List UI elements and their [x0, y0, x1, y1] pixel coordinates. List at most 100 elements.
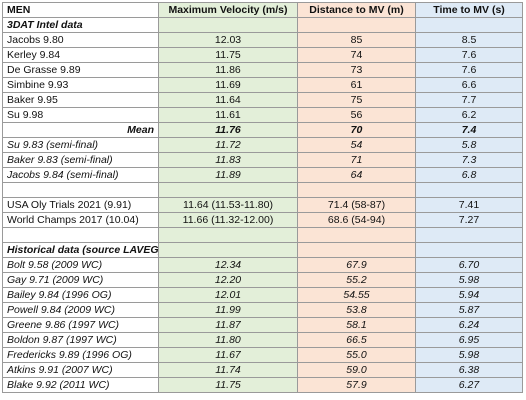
table-row: Su 9.83 (semi-final) 11.72 54 5.8 [2, 137, 523, 153]
empty-cell [158, 17, 298, 33]
empty-cell [415, 17, 523, 33]
table-cell: 12.20 [158, 272, 298, 288]
table-cell: 11.86 [158, 62, 298, 78]
table-cell: 11.67 [158, 347, 298, 363]
table-cell: Mean [2, 122, 159, 138]
table-row: Jacobs 9.84 (semi-final) 11.89 64 6.8 [2, 167, 523, 183]
table-cell: 6.6 [415, 77, 523, 93]
table-cell: 11.72 [158, 137, 298, 153]
table-row: Jacobs 9.80 12.03 85 8.5 [2, 32, 523, 48]
table-cell: 5.87 [415, 302, 523, 318]
table-cell: 68.6 (54-94) [297, 212, 416, 228]
empty-cell [297, 182, 416, 198]
table-cell: Greene 9.86 (1997 WC) [2, 317, 159, 333]
table-cell: 11.76 [158, 122, 298, 138]
table-cell: 5.98 [415, 347, 523, 363]
table-row: Boldon 9.87 (1997 WC) 11.80 66.5 6.95 [2, 332, 523, 348]
table-cell: 6.70 [415, 257, 523, 273]
empty-cell [297, 227, 416, 243]
table-cell: 7.27 [415, 212, 523, 228]
table-row: World Champs 2017 (10.04) 11.66 (11.32-12… [2, 212, 523, 228]
empty-cell [158, 227, 298, 243]
table-cell: 6.95 [415, 332, 523, 348]
table-row: De Grasse 9.89 11.86 73 7.6 [2, 62, 523, 78]
table-cell: 66.5 [297, 332, 416, 348]
table-cell: Historical data (source LAVEG) [2, 242, 159, 258]
table-cell: 11.69 [158, 77, 298, 93]
table-row: MEN Maximum Velocity (m/s) Distance to MV … [2, 2, 523, 18]
empty-cell [158, 182, 298, 198]
table-row: Baker 9.95 11.64 75 7.7 [2, 92, 523, 108]
table-row: Baker 9.83 (semi-final) 11.83 71 7.3 [2, 152, 523, 168]
table-cell: 7.6 [415, 62, 523, 78]
table-cell: 11.61 [158, 107, 298, 123]
table-cell: Baker 9.83 (semi-final) [2, 152, 159, 168]
table-cell: 6.8 [415, 167, 523, 183]
table-row: Bolt 9.58 (2009 WC) 12.34 67.9 6.70 [2, 257, 523, 273]
table-cell: 55.0 [297, 347, 416, 363]
table-cell: 59.0 [297, 362, 416, 378]
table-cell: Gay 9.71 (2009 WC) [2, 272, 159, 288]
table-row: Fredericks 9.89 (1996 OG) 11.67 55.0 5.98 [2, 347, 523, 363]
table-cell: Powell 9.84 (2009 WC) [2, 302, 159, 318]
table-row: Historical data (source LAVEG) [2, 242, 523, 258]
table-cell: 11.66 (11.32-12.00) [158, 212, 298, 228]
empty-cell [415, 182, 523, 198]
table-cell: 8.5 [415, 32, 523, 48]
empty-cell [415, 227, 523, 243]
table-cell: 5.94 [415, 287, 523, 303]
table-cell: Boldon 9.87 (1997 WC) [2, 332, 159, 348]
table-row: Greene 9.86 (1997 WC) 11.87 58.1 6.24 [2, 317, 523, 333]
empty-cell [297, 242, 416, 258]
table-cell: Su 9.83 (semi-final) [2, 137, 159, 153]
table-cell: 12.03 [158, 32, 298, 48]
table-cell: Su 9.98 [2, 107, 159, 123]
table-cell: 5.98 [415, 272, 523, 288]
table-cell: Bolt 9.58 (2009 WC) [2, 257, 159, 273]
table-cell: Fredericks 9.89 (1996 OG) [2, 347, 159, 363]
table-row [2, 227, 523, 243]
table-cell: 6.2 [415, 107, 523, 123]
empty-cell [158, 242, 298, 258]
table-cell: 11.75 [158, 47, 298, 63]
table-cell: 75 [297, 92, 416, 108]
table-cell: Time to MV (s) [415, 2, 523, 18]
table-row: Mean 11.76 70 7.4 [2, 122, 523, 138]
table-cell: 71.4 (58-87) [297, 197, 416, 213]
table-cell: Distance to MV (m) [297, 2, 416, 18]
table-body: MEN Maximum Velocity (m/s) Distance to MV … [2, 2, 523, 393]
table-row: USA Oly Trials 2021 (9.91) 11.64 (11.53-1… [2, 197, 523, 213]
table-cell: 7.4 [415, 122, 523, 138]
table-cell: 85 [297, 32, 416, 48]
table-cell: 61 [297, 77, 416, 93]
table-row: Su 9.98 11.61 56 6.2 [2, 107, 523, 123]
table-cell: 11.80 [158, 332, 298, 348]
table-cell: 55.2 [297, 272, 416, 288]
table-row: Powell 9.84 (2009 WC) 11.99 53.8 5.87 [2, 302, 523, 318]
table-cell: 64 [297, 167, 416, 183]
table-cell: 7.3 [415, 152, 523, 168]
table-row: Blake 9.92 (2011 WC) 11.75 57.9 6.27 [2, 377, 523, 393]
table-cell: Baker 9.95 [2, 92, 159, 108]
table-row: Gay 9.71 (2009 WC) 12.20 55.2 5.98 [2, 272, 523, 288]
table-cell: 11.89 [158, 167, 298, 183]
empty-cell [2, 227, 159, 243]
table-cell: 70 [297, 122, 416, 138]
table-cell: 11.64 [158, 92, 298, 108]
empty-cell [297, 17, 416, 33]
table-cell: Blake 9.92 (2011 WC) [2, 377, 159, 393]
table-cell: 11.75 [158, 377, 298, 393]
table-row: Atkins 9.91 (2007 WC) 11.74 59.0 6.38 [2, 362, 523, 378]
table-cell: Maximum Velocity (m/s) [158, 2, 298, 18]
table-cell: 11.87 [158, 317, 298, 333]
data-table: MEN Maximum Velocity (m/s) Distance to MV … [2, 2, 523, 393]
table-cell: De Grasse 9.89 [2, 62, 159, 78]
table-cell: 11.74 [158, 362, 298, 378]
table-cell: Bailey 9.84 (1996 OG) [2, 287, 159, 303]
table-cell: 12.01 [158, 287, 298, 303]
table-row: Kerley 9.84 11.75 74 7.6 [2, 47, 523, 63]
table-cell: Atkins 9.91 (2007 WC) [2, 362, 159, 378]
table-cell: 73 [297, 62, 416, 78]
empty-cell [415, 242, 523, 258]
